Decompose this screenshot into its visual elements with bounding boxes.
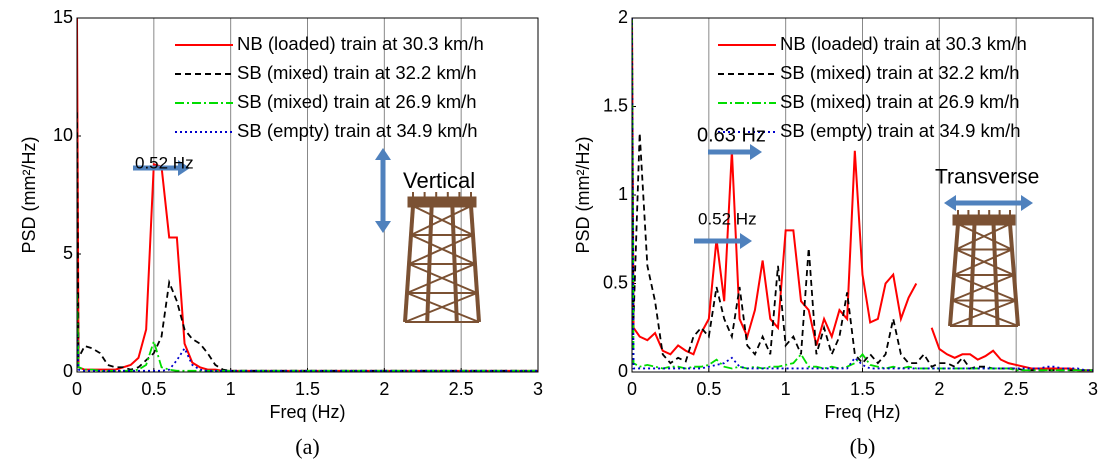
caption: (b): [850, 434, 876, 459]
y-tick-label: 0.5: [603, 272, 628, 292]
series-line: [632, 18, 1093, 372]
legend-label: SB (empty) train at 34.9 km/h: [780, 120, 1021, 141]
series-line: [632, 18, 1093, 372]
y-axis-label: PSD (mm²/Hz): [573, 137, 593, 254]
arrow: [694, 233, 752, 249]
x-tick-label: 1: [226, 379, 236, 399]
arrow: [944, 195, 1033, 211]
x-tick-label: 1.5: [295, 379, 320, 399]
y-tick-label: 2: [618, 7, 628, 27]
annotation: 0.63 Hz: [697, 124, 766, 146]
y-axis-label: PSD (mm²/Hz): [19, 137, 39, 254]
x-tick-label: 2: [379, 379, 389, 399]
tower-brace: [953, 248, 1013, 276]
arrow-head: [740, 233, 752, 249]
x-tick-label: 0.5: [141, 379, 166, 399]
y-tick-label: 1.5: [603, 95, 628, 115]
x-axis-label: Freq (Hz): [825, 402, 901, 422]
arrow: [375, 148, 391, 233]
x-tick-label: 0: [72, 379, 82, 399]
x-tick-label: 3: [533, 379, 543, 399]
tower-brace: [410, 205, 472, 236]
tower-deck: [407, 196, 477, 208]
arrow: [133, 160, 190, 176]
y-tick-label: 0: [618, 361, 628, 381]
annotation: Vertical: [403, 168, 475, 193]
tower-brace: [408, 234, 474, 265]
x-axis-label: Freq (Hz): [270, 402, 346, 422]
x-tick-label: 0.5: [696, 379, 721, 399]
tower-brace: [404, 292, 478, 323]
annotation: 0.52 Hz: [698, 209, 757, 228]
y-tick-label: 10: [53, 125, 73, 145]
tower-brace: [949, 299, 1017, 327]
legend-label: NB (loaded) train at 30.3 km/h: [237, 33, 484, 54]
legend-label: SB (mixed) train at 32.2 km/h: [780, 62, 1020, 83]
arrow-head: [944, 195, 956, 211]
legend-label: SB (mixed) train at 26.9 km/h: [237, 91, 477, 112]
legend-label: SB (mixed) train at 32.2 km/h: [237, 62, 477, 83]
axes-frame: [631, 17, 1094, 373]
tower-icon: [403, 192, 481, 323]
tower-brace: [951, 274, 1015, 302]
caption: (a): [295, 434, 319, 459]
y-tick-label: 0: [63, 361, 73, 381]
legend-label: SB (mixed) train at 26.9 km/h: [780, 91, 1020, 112]
x-tick-label: 1.5: [850, 379, 875, 399]
arrow-head: [178, 160, 190, 176]
series-line: [77, 294, 538, 372]
x-tick-label: 0: [627, 379, 637, 399]
annotation: 0.52 Hz: [135, 153, 194, 172]
arrow: [708, 144, 762, 160]
x-tick-label: 2.5: [1004, 379, 1029, 399]
tower-deck: [952, 214, 1016, 226]
series-line: [632, 106, 1093, 372]
x-tick-label: 1: [781, 379, 791, 399]
y-tick-label: 15: [53, 7, 73, 27]
arrow-head: [375, 221, 391, 233]
axes-frame: [76, 17, 539, 373]
annotation: Transverse: [935, 166, 1039, 189]
arrow-head: [375, 148, 391, 160]
x-tick-label: 3: [1088, 379, 1098, 399]
y-tick-label: 5: [63, 243, 73, 263]
tower-brace: [955, 223, 1011, 251]
plot-lines: [632, 18, 1093, 372]
legend-label: SB (empty) train at 34.9 km/h: [237, 120, 478, 141]
x-tick-label: 2.5: [449, 379, 474, 399]
plot-lines: [77, 18, 538, 372]
tower-brace: [406, 263, 476, 294]
tower-icon: [948, 210, 1020, 327]
legend-label: NB (loaded) train at 30.3 km/h: [780, 33, 1027, 54]
arrow-head: [750, 144, 762, 160]
arrow-head: [1021, 195, 1033, 211]
y-tick-label: 1: [618, 184, 628, 204]
x-tick-label: 2: [934, 379, 944, 399]
